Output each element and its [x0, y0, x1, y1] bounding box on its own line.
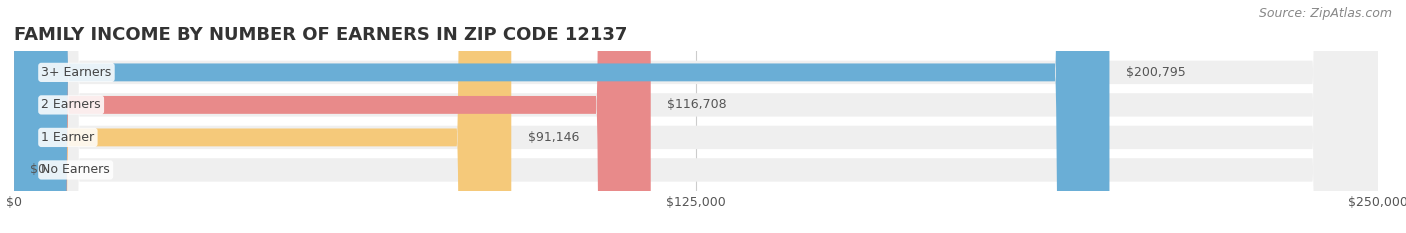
Text: 3+ Earners: 3+ Earners — [41, 66, 111, 79]
Text: $0: $0 — [31, 163, 46, 176]
Text: $200,795: $200,795 — [1126, 66, 1185, 79]
Text: 1 Earner: 1 Earner — [41, 131, 94, 144]
FancyBboxPatch shape — [14, 0, 512, 233]
Text: $91,146: $91,146 — [527, 131, 579, 144]
Text: $116,708: $116,708 — [666, 98, 727, 111]
FancyBboxPatch shape — [14, 0, 1378, 233]
FancyBboxPatch shape — [14, 0, 651, 233]
Text: FAMILY INCOME BY NUMBER OF EARNERS IN ZIP CODE 12137: FAMILY INCOME BY NUMBER OF EARNERS IN ZI… — [14, 26, 627, 44]
FancyBboxPatch shape — [14, 0, 1378, 233]
Text: Source: ZipAtlas.com: Source: ZipAtlas.com — [1258, 7, 1392, 20]
FancyBboxPatch shape — [14, 0, 1109, 233]
FancyBboxPatch shape — [14, 0, 1378, 233]
Text: No Earners: No Earners — [41, 163, 110, 176]
FancyBboxPatch shape — [14, 0, 1378, 233]
Text: 2 Earners: 2 Earners — [41, 98, 101, 111]
